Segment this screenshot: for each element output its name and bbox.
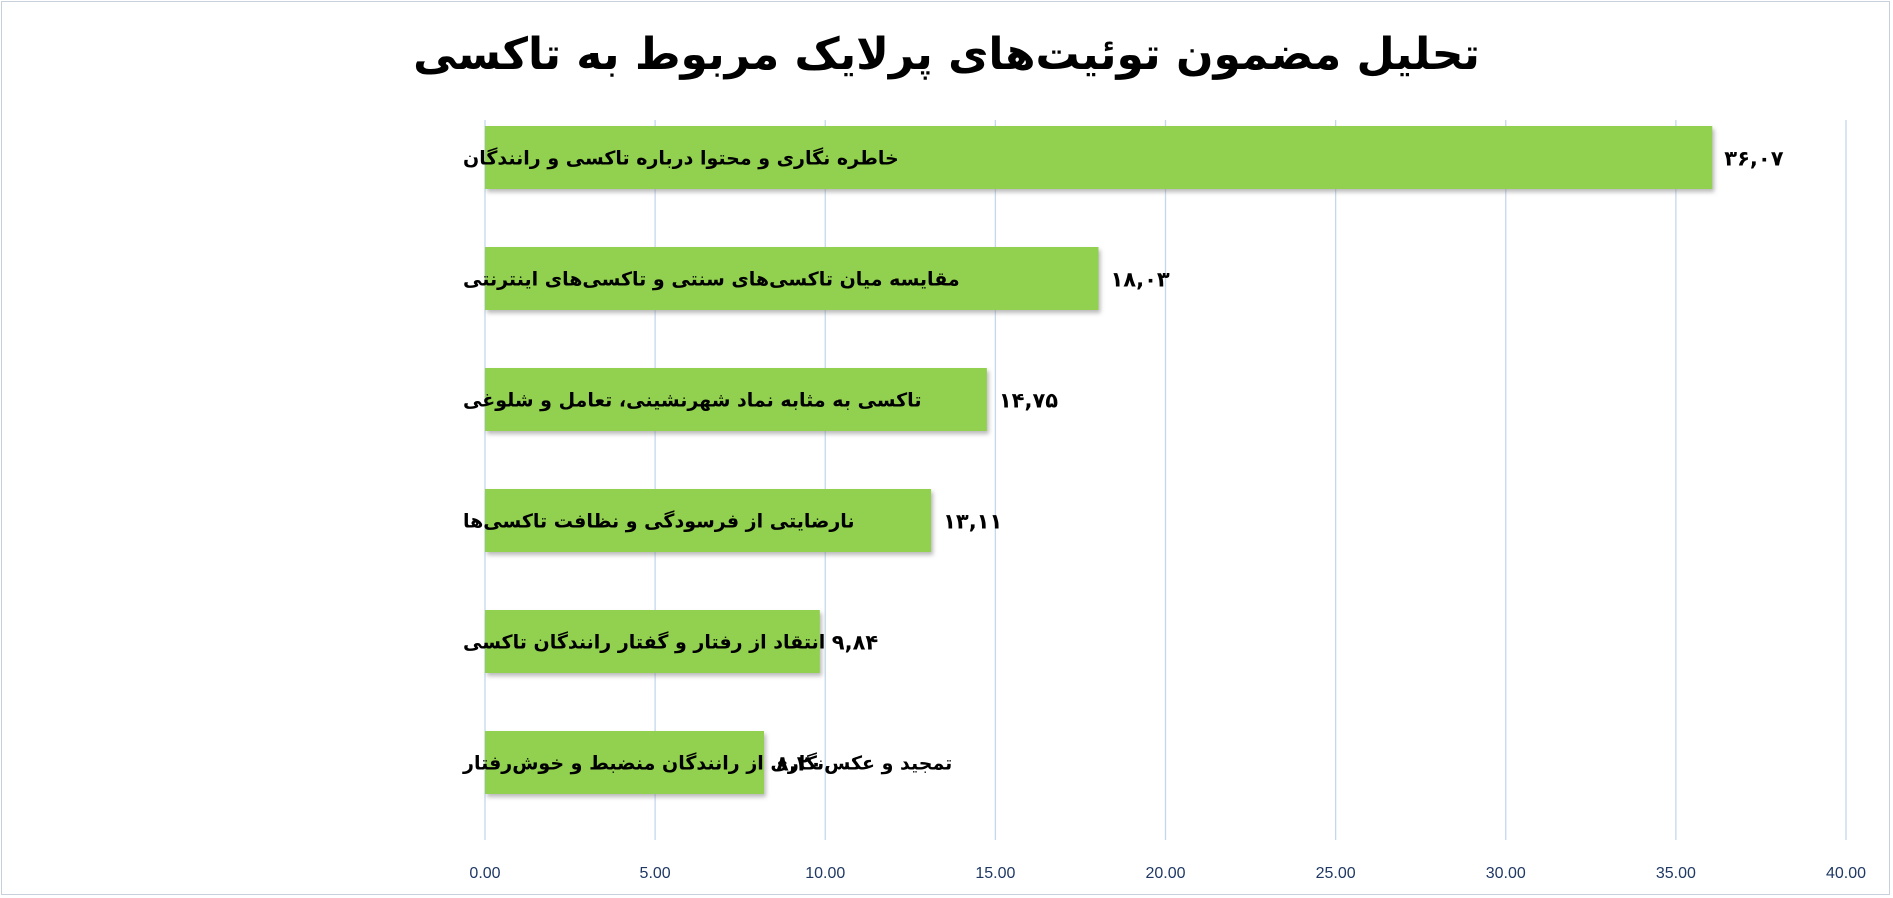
bar [485, 489, 932, 552]
x-tick-label: 20.00 [1145, 865, 1185, 882]
category-label: تاکسی به مثابه نماد شهرنشینی، تعامل و شل… [463, 390, 921, 412]
x-tick-label: 35.00 [1656, 865, 1696, 882]
x-tick-label: 0.00 [469, 865, 500, 882]
category-label: تمجید و عکس‌نگاری از رانندگان منضبط و خو… [462, 752, 952, 775]
bar [485, 731, 765, 794]
data-label: ۱۴,۷۵ [999, 389, 1058, 413]
bars [485, 126, 1713, 794]
x-tick-label: 5.00 [640, 865, 671, 882]
category-label: مقایسه میان تاکسی‌های سنتی و تاکسی‌های ا… [463, 269, 960, 291]
bar [485, 368, 987, 431]
bar [485, 610, 820, 673]
category-label: خاطره نگاری و محتوا درباره تاکسی و رانند… [463, 147, 899, 170]
x-tick-label: 25.00 [1316, 865, 1356, 882]
data-label: ۳۶,۰۷ [1724, 147, 1783, 171]
x-tick-label: 10.00 [805, 865, 845, 882]
category-label: انتقاد از رفتار و گفتار رانندگان تاکسی [463, 631, 825, 654]
bar [485, 247, 1099, 310]
x-tick-label: 40.00 [1826, 865, 1866, 882]
data-label: ۱۸,۰۳ [1110, 268, 1169, 292]
x-axis: 0.00 5.00 10.00 15.00 20.00 25.00 30.00 35.00 40… [469, 865, 1866, 882]
labels: خاطره نگاری و محتوا درباره تاکسی و رانند… [462, 147, 1784, 776]
x-tick-label: 15.00 [975, 865, 1015, 882]
data-label: ۹,۸۴ [832, 631, 879, 655]
data-label: ۸,۲۰ [776, 752, 822, 776]
category-label: نارضایتی از فرسودگی و نظافت تاکسی‌ها [463, 510, 855, 533]
chart-title: تحلیل مضمون توئیت‌های پرلایک مربوط به تا… [413, 29, 1480, 80]
data-label: ۱۳,۱۱ [943, 510, 1002, 534]
x-tick-label: 30.00 [1486, 865, 1526, 882]
gridlines [484, 120, 1847, 840]
bar [485, 126, 1713, 189]
